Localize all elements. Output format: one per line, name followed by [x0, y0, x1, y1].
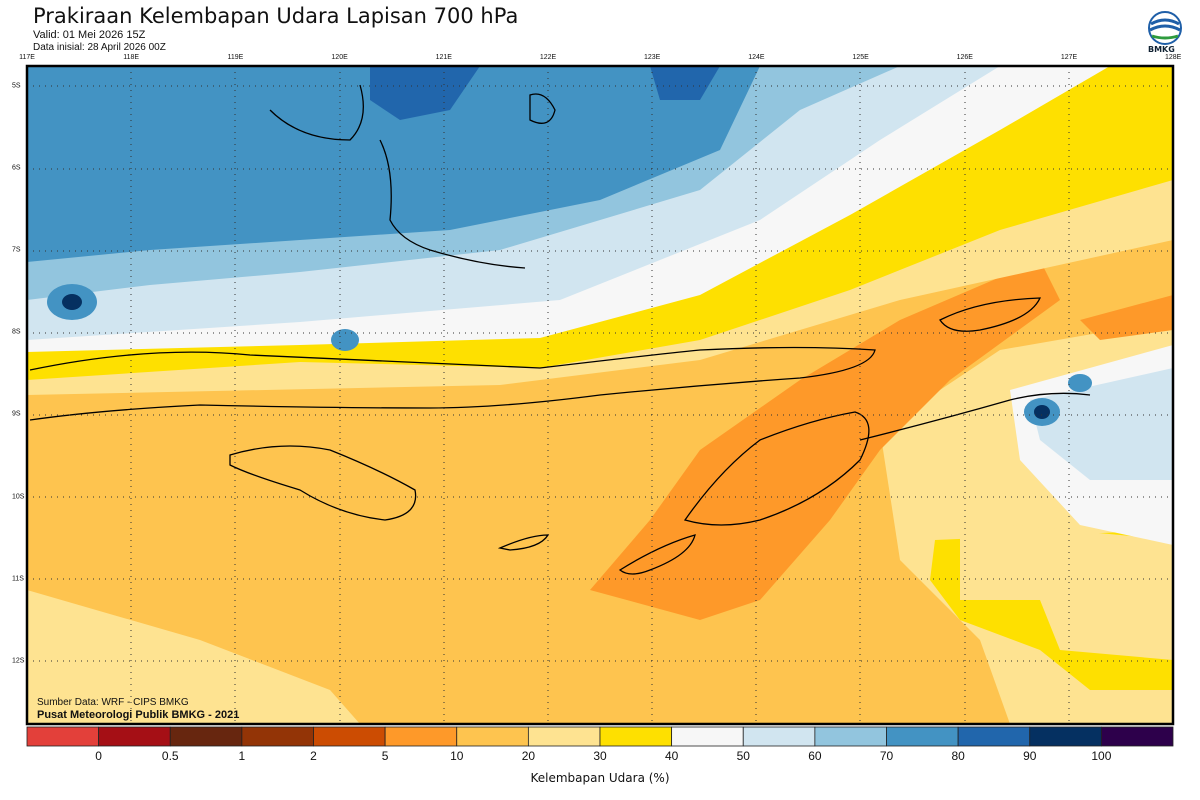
humidity-50-60-area	[1030, 368, 1173, 480]
latitude-label: 6S	[12, 164, 21, 172]
latitude-label: 5S	[12, 82, 21, 90]
colorbar-cell	[169, 726, 243, 747]
logo-text: BMKG	[1148, 45, 1175, 54]
latitude-label: 10S	[12, 493, 25, 500]
longitude-label: 119E	[227, 54, 244, 61]
colorbar-label: 20	[521, 749, 536, 763]
humidity-20-30-area	[27, 590, 360, 724]
colorbar-label: 90	[1023, 749, 1037, 763]
longitude-label: 121E	[435, 54, 452, 61]
longitude-label: 125E	[852, 54, 869, 61]
colorbar-label: 1	[238, 749, 246, 763]
latitude-label: 8S	[12, 328, 21, 336]
colorbar-label: 100	[1091, 749, 1112, 763]
colorbar-label: 70	[879, 749, 894, 763]
colorbar-label: 0.5	[161, 749, 179, 763]
colorbar-cell	[26, 726, 100, 747]
longitude-label: 126E	[956, 54, 973, 61]
colorbar-cell	[384, 726, 458, 747]
longitude-label: 120E	[331, 54, 348, 61]
humidity-high-spot	[1068, 374, 1092, 392]
colorbar-label: 80	[951, 749, 965, 763]
latitude-label: 9S	[12, 410, 21, 418]
colorbar-cell	[814, 726, 887, 747]
credit-text: Pusat Meteorologi Publik BMKG - 2021	[37, 709, 240, 721]
colorbar-label: 60	[808, 749, 822, 763]
colorbar-cell	[742, 726, 816, 747]
colorbar-label: 50	[736, 749, 750, 763]
longitude-label: 128E	[1165, 54, 1182, 61]
data-source: Sumber Data: WRF - CIPS BMKG	[37, 697, 189, 708]
colorbar-label: 2	[310, 749, 317, 763]
latitude-label: 11S	[12, 575, 24, 583]
colorbar-label: 10	[450, 749, 464, 763]
humidity-80-90-area	[370, 66, 480, 120]
humidity-high-spot	[62, 294, 82, 310]
longitude-label: 117E	[19, 54, 35, 61]
humidity-high-spot	[331, 329, 359, 351]
valid-time: Valid: 01 Mei 2026 15Z	[33, 29, 146, 41]
colorbar-cell	[886, 726, 959, 747]
colorbar-label: 5	[381, 749, 389, 763]
initial-data-time: Data inisial: 28 April 2026 00Z	[33, 42, 166, 53]
colorbar-cell	[456, 726, 529, 747]
colorbar-cell	[671, 726, 744, 747]
humidity-70-80-area	[27, 66, 760, 262]
colorbar-cell	[1029, 726, 1102, 747]
longitude-label: 127E	[1060, 54, 1078, 61]
colorbar-cell	[527, 726, 601, 747]
colorbar-cell	[98, 726, 171, 747]
colorbar-cell	[599, 726, 673, 747]
latitude-label: 12S	[12, 657, 25, 665]
colorbar-cell	[241, 726, 314, 747]
humidity-5-10-area	[590, 260, 1060, 620]
map-frame	[25, 64, 1175, 726]
colorbar-title: Kelembapan Udara (%)	[530, 771, 670, 785]
map-title: Prakiraan Kelembapan Udara Lapisan 700 h…	[33, 4, 519, 28]
colorbar-label: 40	[664, 749, 679, 763]
humidity-high-spot	[1034, 405, 1050, 419]
bmkg-logo-icon	[1148, 11, 1182, 45]
colorbar-label: 30	[593, 749, 607, 763]
graticule	[27, 66, 1173, 724]
humidity-20-30-area	[960, 520, 1173, 660]
colorbar-cell	[1100, 726, 1174, 747]
colorbar	[26, 726, 1174, 747]
longitude-label: 122E	[539, 54, 557, 61]
colorbar-cell	[957, 726, 1031, 747]
longitude-label: 124E	[748, 54, 765, 61]
longitude-label: 118E	[123, 54, 140, 61]
humidity-5-10-area	[1080, 295, 1173, 340]
colorbar-cell	[313, 726, 386, 747]
coastlines	[29, 84, 1091, 575]
colorbar-label: 0	[95, 749, 102, 763]
latitude-label: 7S	[12, 246, 21, 254]
humidity-80-90-area	[650, 66, 720, 100]
longitude-label: 123E	[644, 54, 661, 61]
